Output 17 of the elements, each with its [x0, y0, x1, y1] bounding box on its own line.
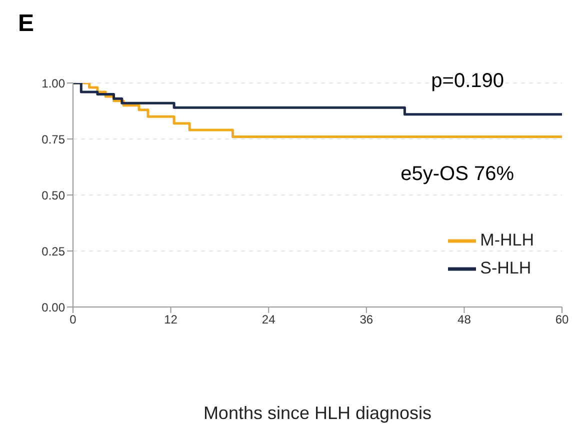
y-tick-label: 0.00: [42, 300, 66, 314]
legend-label: M-HLH: [480, 230, 534, 250]
chart-title: E: [18, 10, 34, 38]
x-tick-label: 24: [262, 312, 276, 327]
x-tick-label: 0: [70, 312, 77, 327]
x-tick-label: 48: [458, 312, 472, 327]
y-tick-label: 0.75: [42, 132, 66, 146]
x-tick-label: 36: [360, 312, 374, 327]
legend-label: S-HLH: [480, 258, 532, 278]
y-tick-label: 0.25: [42, 244, 66, 258]
y-tick-label: 0.50: [42, 188, 66, 202]
x-tick-label: 12: [164, 312, 178, 327]
annotation: e5y-OS 76%: [400, 163, 514, 186]
annotation: p=0.190: [431, 70, 504, 93]
x-axis-title: Months since HLH diagnosis: [202, 403, 433, 424]
y-tick-label: 1.00: [42, 76, 66, 90]
x-tick-label: 60: [555, 312, 569, 327]
